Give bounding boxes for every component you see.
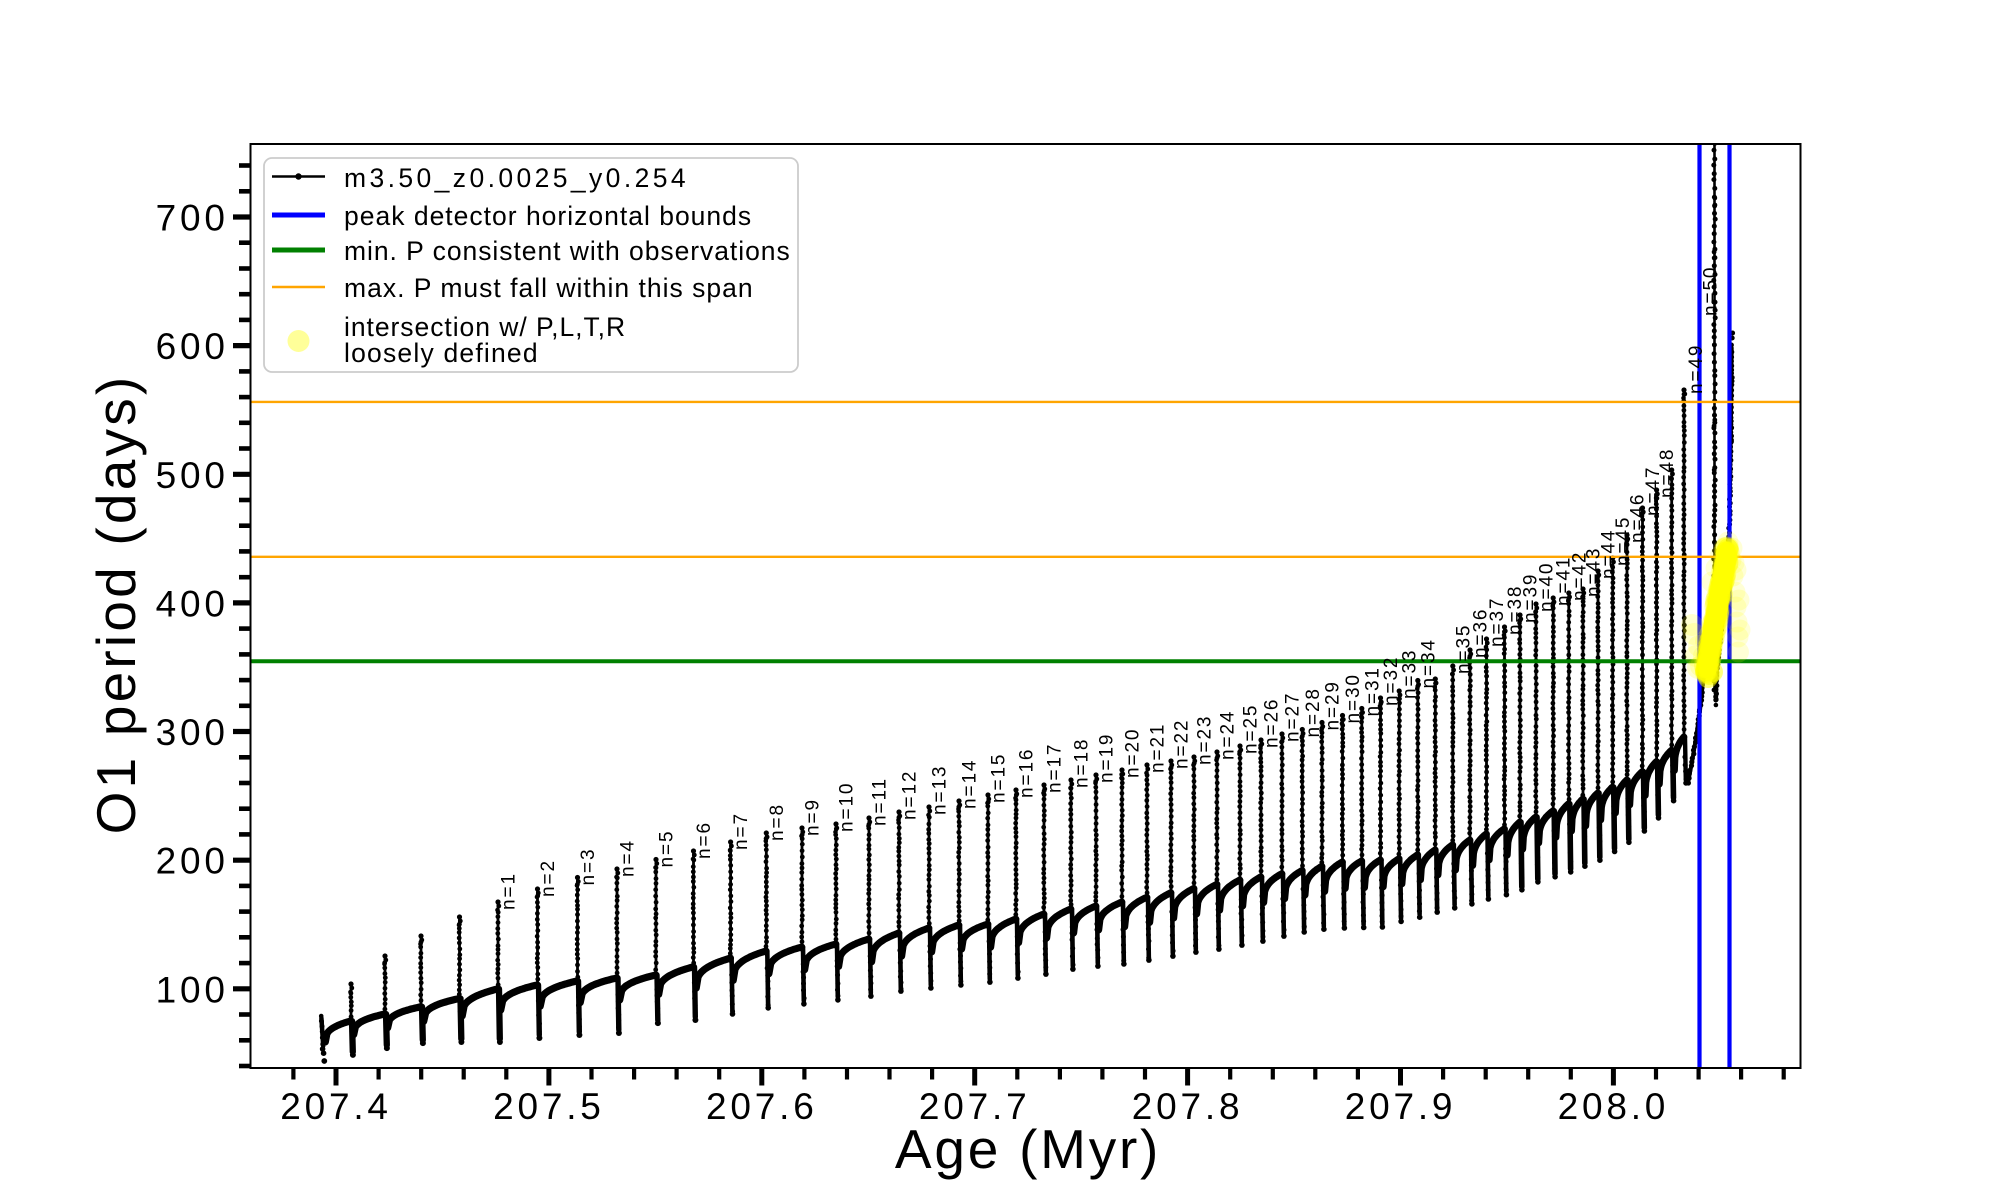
- svg-text:n=21: n=21: [1148, 723, 1169, 773]
- svg-text:207.9: 207.9: [1345, 1086, 1457, 1127]
- svg-text:207.8: 207.8: [1132, 1086, 1244, 1127]
- svg-text:m3.50_z0.0025_y0.254: m3.50_z0.0025_y0.254: [344, 163, 689, 193]
- svg-text:n=3: n=3: [578, 848, 599, 886]
- svg-text:207.7: 207.7: [919, 1086, 1031, 1127]
- svg-text:n=5: n=5: [657, 830, 678, 868]
- svg-text:n=33: n=33: [1400, 649, 1421, 699]
- svg-text:n=20: n=20: [1123, 728, 1144, 778]
- svg-text:n=40: n=40: [1537, 562, 1558, 612]
- svg-text:n=47: n=47: [1643, 466, 1664, 516]
- svg-text:intersection w/ P,L,T,R: intersection w/ P,L,T,R: [344, 312, 626, 342]
- svg-text:n=31: n=31: [1362, 666, 1383, 716]
- svg-text:n=7: n=7: [731, 812, 752, 850]
- svg-text:n=35: n=35: [1453, 624, 1474, 674]
- svg-text:n=12: n=12: [900, 770, 921, 820]
- svg-text:n=28: n=28: [1303, 687, 1324, 737]
- svg-text:207.4: 207.4: [280, 1086, 392, 1127]
- svg-text:n=19: n=19: [1097, 733, 1118, 783]
- svg-text:n=46: n=46: [1628, 493, 1649, 543]
- svg-text:n=30: n=30: [1343, 673, 1364, 723]
- svg-text:n=34: n=34: [1418, 638, 1439, 688]
- svg-text:400: 400: [156, 583, 229, 624]
- svg-text:300: 300: [156, 712, 229, 753]
- svg-text:n=41: n=41: [1554, 556, 1575, 606]
- svg-text:O1 period (days): O1 period (days): [85, 374, 147, 835]
- svg-text:n=16: n=16: [1017, 748, 1038, 798]
- svg-text:207.5: 207.5: [493, 1086, 605, 1127]
- svg-text:n=1: n=1: [499, 872, 520, 910]
- svg-text:n=2: n=2: [538, 859, 559, 897]
- svg-text:n=48: n=48: [1657, 448, 1678, 498]
- svg-text:n=22: n=22: [1172, 719, 1193, 769]
- svg-text:min. P consistent with observa: min. P consistent with observations: [344, 236, 791, 266]
- svg-text:n=36: n=36: [1471, 608, 1492, 658]
- svg-text:600: 600: [156, 326, 229, 367]
- svg-text:n=37: n=37: [1487, 597, 1508, 647]
- svg-text:n=17: n=17: [1045, 743, 1066, 793]
- svg-text:n=25: n=25: [1241, 704, 1262, 754]
- svg-text:208.0: 208.0: [1558, 1086, 1670, 1127]
- svg-text:n=13: n=13: [930, 765, 951, 815]
- svg-text:n=9: n=9: [803, 798, 824, 836]
- svg-text:n=32: n=32: [1381, 656, 1402, 706]
- svg-text:n=43: n=43: [1584, 547, 1605, 597]
- svg-text:n=4: n=4: [618, 839, 639, 877]
- svg-text:n=14: n=14: [960, 759, 981, 809]
- svg-text:n=10: n=10: [837, 782, 858, 832]
- svg-text:Age (Myr): Age (Myr): [895, 1118, 1161, 1180]
- svg-text:n=27: n=27: [1283, 692, 1304, 742]
- svg-text:max. P must fall within this s: max. P must fall within this span: [344, 273, 754, 303]
- svg-text:n=8: n=8: [767, 803, 788, 841]
- svg-text:n=38: n=38: [1505, 585, 1526, 635]
- svg-text:n=26: n=26: [1262, 698, 1283, 748]
- svg-text:n=18: n=18: [1072, 738, 1093, 788]
- svg-text:200: 200: [156, 841, 229, 882]
- svg-text:n=29: n=29: [1323, 680, 1344, 730]
- svg-text:700: 700: [156, 198, 229, 239]
- svg-text:n=15: n=15: [989, 753, 1010, 803]
- svg-text:n=11: n=11: [870, 777, 891, 826]
- svg-text:207.6: 207.6: [706, 1086, 818, 1127]
- svg-text:peak detector horizontal bound: peak detector horizontal bounds: [344, 201, 752, 231]
- svg-text:100: 100: [156, 969, 229, 1010]
- svg-text:n=49: n=49: [1686, 344, 1707, 394]
- svg-text:loosely defined: loosely defined: [344, 338, 539, 368]
- svg-text:n=23: n=23: [1195, 715, 1216, 765]
- svg-text:n=39: n=39: [1521, 573, 1542, 623]
- svg-text:n=42: n=42: [1569, 551, 1590, 601]
- svg-text:500: 500: [156, 455, 229, 496]
- svg-text:n=45: n=45: [1613, 516, 1634, 566]
- svg-text:n=24: n=24: [1218, 710, 1239, 760]
- svg-text:n=50: n=50: [1701, 266, 1722, 316]
- svg-text:n=6: n=6: [694, 821, 715, 859]
- svg-text:n=44: n=44: [1599, 529, 1620, 579]
